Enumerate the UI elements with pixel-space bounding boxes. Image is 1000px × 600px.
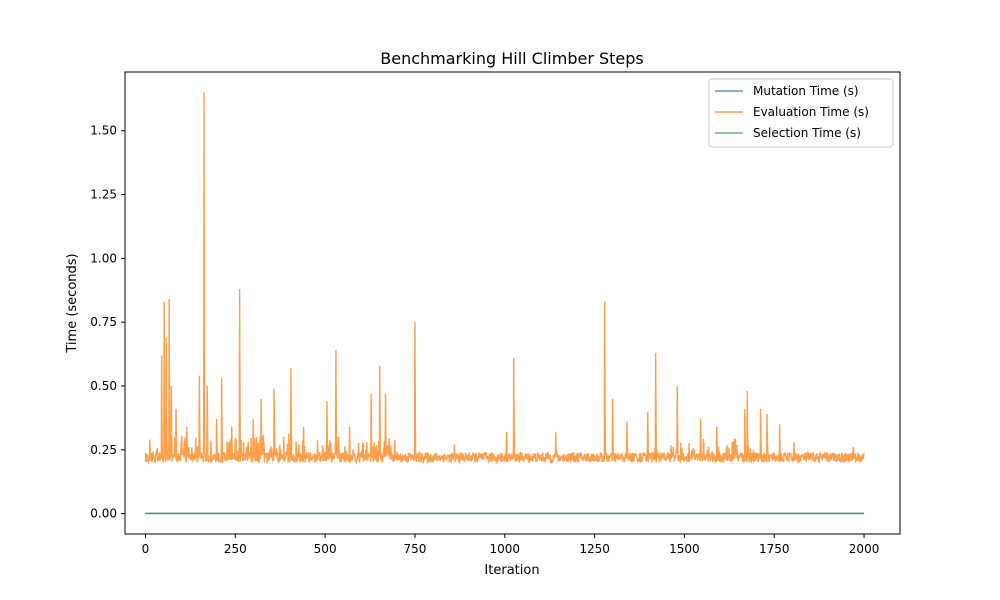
legend: Mutation Time (s) Evaluation Time (s) Sele… <box>708 78 894 148</box>
x-tick-label: 0 <box>142 542 150 556</box>
x-axis: 0 250 500 750 1000 1250 1500 1750 2000 <box>142 534 880 556</box>
legend-label: Evaluation Time (s) <box>753 105 869 119</box>
y-tick-label: 0.00 <box>90 507 117 521</box>
y-tick-label: 0.75 <box>90 315 117 329</box>
x-tick-label: 2000 <box>849 542 880 556</box>
x-tick-label: 500 <box>314 542 337 556</box>
plot-frame <box>124 71 901 535</box>
chart-title: Benchmarking Hill Climber Steps <box>380 49 644 68</box>
y-tick-label: 1.00 <box>90 251 117 265</box>
x-tick-label: 250 <box>224 542 247 556</box>
x-tick-label: 1250 <box>579 542 610 556</box>
y-tick-label: 1.50 <box>90 124 117 138</box>
y-tick-label: 1.25 <box>90 188 117 202</box>
x-tick-label: 1750 <box>759 542 790 556</box>
x-tick-label: 750 <box>403 542 426 556</box>
y-axis-label: Time (seconds) <box>65 253 80 353</box>
legend-box <box>708 78 894 148</box>
legend-label: Mutation Time (s) <box>753 84 859 98</box>
y-axis: 0.00 0.25 0.50 0.75 1.00 1.25 1.50 <box>90 124 125 521</box>
legend-label: Selection Time (s) <box>753 126 861 140</box>
x-tick-label: 1000 <box>490 542 521 556</box>
x-tick-label: 1500 <box>669 542 700 556</box>
x-axis-label: Iteration <box>484 563 539 578</box>
series-line-evaluation-time <box>144 92 865 465</box>
y-tick-label: 0.25 <box>90 443 117 457</box>
y-tick-label: 0.50 <box>90 379 117 393</box>
plot-area <box>144 92 865 515</box>
